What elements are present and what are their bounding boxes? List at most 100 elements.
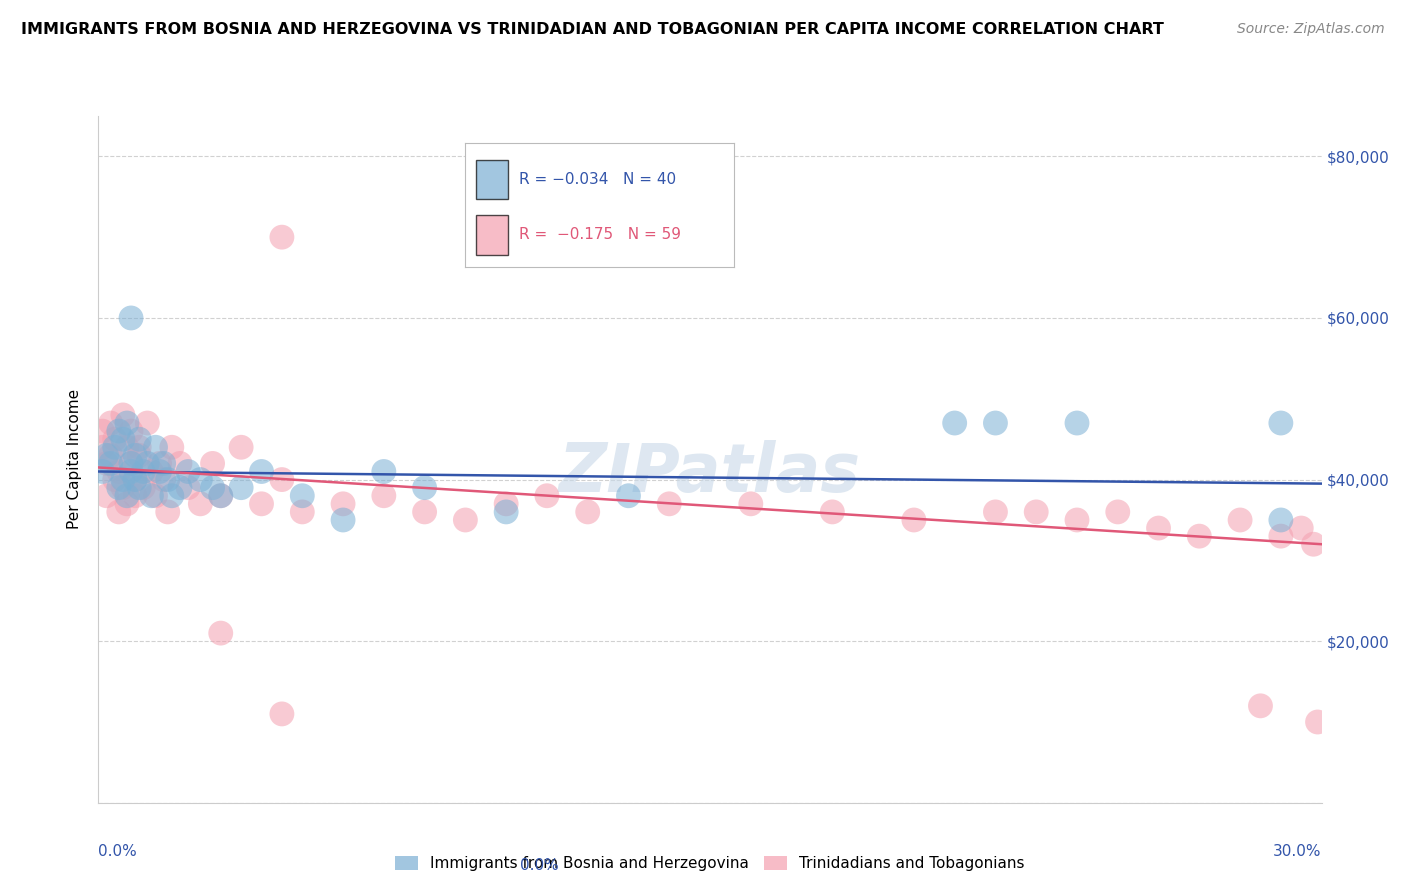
Point: [495, 505, 517, 519]
Point: [124, 448, 146, 462]
Point: [1270, 416, 1292, 430]
Y-axis label: Per Capita Income: Per Capita Income: [67, 389, 83, 530]
Text: Source: ZipAtlas.com: Source: ZipAtlas.com: [1237, 22, 1385, 37]
Point: [984, 416, 1007, 430]
Point: [209, 489, 232, 503]
Point: [1302, 537, 1324, 551]
Legend: Immigrants from Bosnia and Herzegovina, Trinidadians and Tobagonians: Immigrants from Bosnia and Herzegovina, …: [389, 850, 1031, 878]
Point: [115, 497, 138, 511]
Point: [100, 457, 122, 471]
Point: [177, 481, 200, 495]
Point: [231, 481, 253, 495]
Point: [108, 481, 131, 495]
Point: [188, 473, 212, 487]
Point: [270, 706, 294, 721]
Text: 30.0%: 30.0%: [1274, 844, 1322, 859]
Point: [111, 432, 134, 446]
Point: [903, 513, 925, 527]
Point: [141, 465, 163, 479]
Point: [136, 416, 159, 430]
Text: 0.0%: 0.0%: [98, 844, 138, 859]
Point: [96, 457, 118, 471]
Point: [821, 505, 844, 519]
Point: [1066, 416, 1088, 430]
Point: [984, 505, 1007, 519]
Point: [120, 457, 142, 471]
Point: [1147, 521, 1170, 535]
Point: [1249, 698, 1271, 713]
Point: [111, 473, 134, 487]
Point: [108, 424, 131, 438]
Point: [160, 440, 183, 454]
Point: [943, 416, 966, 430]
Point: [576, 505, 599, 519]
Point: [169, 457, 191, 471]
Point: [120, 424, 142, 438]
Point: [209, 626, 232, 640]
Point: [152, 457, 174, 471]
Point: [120, 457, 142, 471]
Point: [1291, 521, 1313, 535]
Point: [145, 489, 167, 503]
Point: [413, 505, 436, 519]
Point: [495, 497, 517, 511]
Point: [209, 489, 232, 503]
Point: [124, 489, 146, 503]
Point: [111, 481, 134, 495]
Point: [141, 489, 163, 503]
Point: [201, 481, 224, 495]
Point: [291, 505, 314, 519]
Point: [1270, 529, 1292, 543]
Point: [156, 473, 179, 487]
Point: [104, 432, 127, 446]
Point: [132, 481, 155, 495]
Point: [617, 489, 640, 503]
Point: [111, 408, 134, 422]
Point: [96, 448, 118, 462]
Point: [1025, 505, 1047, 519]
Point: [115, 416, 138, 430]
Point: [177, 465, 200, 479]
Point: [115, 440, 138, 454]
Text: 0.0%: 0.0%: [520, 858, 560, 872]
Point: [291, 489, 314, 503]
Point: [740, 497, 762, 511]
Point: [120, 310, 142, 325]
Point: [91, 465, 114, 479]
Point: [108, 505, 131, 519]
Point: [332, 497, 354, 511]
Point: [124, 473, 146, 487]
Point: [128, 432, 150, 446]
Point: [149, 457, 172, 471]
Point: [104, 473, 127, 487]
Point: [152, 473, 174, 487]
Point: [373, 465, 395, 479]
Point: [145, 440, 167, 454]
Point: [91, 424, 114, 438]
Point: [1306, 714, 1329, 729]
Point: [132, 465, 155, 479]
Point: [231, 440, 253, 454]
Text: IMMIGRANTS FROM BOSNIA AND HERZEGOVINA VS TRINIDADIAN AND TOBAGONIAN PER CAPITA : IMMIGRANTS FROM BOSNIA AND HERZEGOVINA V…: [21, 22, 1164, 37]
Point: [413, 481, 436, 495]
Point: [120, 465, 142, 479]
Point: [270, 230, 294, 244]
Point: [1188, 529, 1211, 543]
Text: ZIPatlas: ZIPatlas: [560, 440, 860, 506]
Point: [188, 497, 212, 511]
Point: [332, 513, 354, 527]
Point: [270, 473, 294, 487]
Point: [128, 448, 150, 462]
Point: [250, 497, 273, 511]
Point: [156, 505, 179, 519]
Point: [250, 465, 273, 479]
Point: [536, 489, 558, 503]
Point: [149, 465, 172, 479]
Point: [100, 448, 122, 462]
Point: [96, 489, 118, 503]
Point: [100, 416, 122, 430]
Point: [1229, 513, 1251, 527]
Point: [160, 489, 183, 503]
Point: [658, 497, 681, 511]
Point: [1107, 505, 1129, 519]
